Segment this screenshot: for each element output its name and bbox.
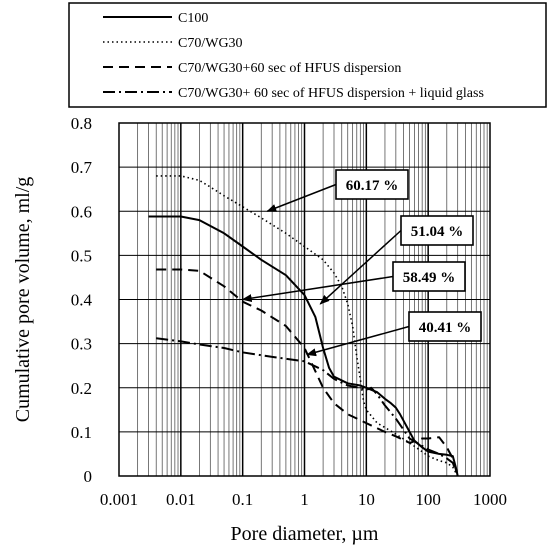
annotation-label: 58.49 %	[403, 270, 456, 286]
series-line	[156, 337, 459, 477]
y-tick-label: 0.3	[71, 335, 92, 354]
annotation-arrow	[266, 183, 337, 212]
y-tick-label: 0.1	[71, 423, 92, 442]
x-axis-label: Pore diameter, µm	[231, 523, 379, 545]
legend-box	[68, 2, 547, 108]
annotation-label: 40.41 %	[419, 320, 472, 336]
annotation: 60.17 %	[266, 169, 409, 212]
x-tick-label: 0.001	[100, 490, 138, 509]
y-tick-label: 0	[84, 467, 93, 486]
y-tick-label: 0.7	[71, 158, 93, 177]
legend-label: C70/WG30+ 60 sec of HFUS dispersion + li…	[178, 86, 484, 101]
annotation-box	[400, 215, 474, 246]
annotation: 58.49 %	[241, 261, 466, 303]
x-tick-label: 1000	[473, 490, 507, 509]
annotation-box	[408, 311, 482, 342]
legend-label: C70/WG30	[178, 36, 243, 51]
y-tick-label: 0.5	[71, 246, 92, 265]
x-tick-label: 0.01	[166, 490, 196, 509]
annotation-label: 51.04 %	[411, 224, 464, 240]
annotation-arrow	[306, 325, 410, 357]
annotation-box	[335, 169, 409, 200]
annotation-label: 60.17 %	[346, 178, 399, 194]
annotation: 51.04 %	[319, 215, 474, 305]
plot-frame	[118, 122, 491, 477]
grid	[119, 123, 490, 476]
y-tick-label: 0.6	[71, 202, 92, 221]
series-line	[156, 268, 459, 477]
series-line	[148, 215, 459, 477]
legend-label: C70/WG30+60 sec of HFUS dispersion	[178, 61, 401, 76]
legend: C100 C70/WG30 C70/WG30+60 sec of HFUS disp…	[68, 2, 547, 108]
y-tick-label: 0.8	[71, 114, 92, 133]
annotations: 60.17 % 51.04 % 58.49 % 40.41 %	[241, 169, 482, 357]
legend-label: C100	[178, 11, 208, 26]
annotation-arrow	[241, 275, 394, 303]
x-tick-label: 100	[415, 490, 441, 509]
annotation: 40.41 %	[306, 311, 482, 357]
x-tick-label: 1	[300, 490, 309, 509]
y-axis-label: Cumulative pore volume, ml/g	[12, 177, 34, 423]
annotation-box	[392, 261, 466, 292]
y-tick-label: 0.4	[71, 291, 93, 310]
y-tick-label: 0.2	[71, 379, 92, 398]
x-tick-label: 0.1	[232, 490, 253, 509]
x-tick-label: 10	[358, 490, 375, 509]
annotation-arrow	[319, 229, 402, 305]
tick-labels: 0.001 0.01 0.1 1 10 100 1000 0 0.1 0.2 0.3 0.4 0.5 0.…	[71, 114, 507, 509]
